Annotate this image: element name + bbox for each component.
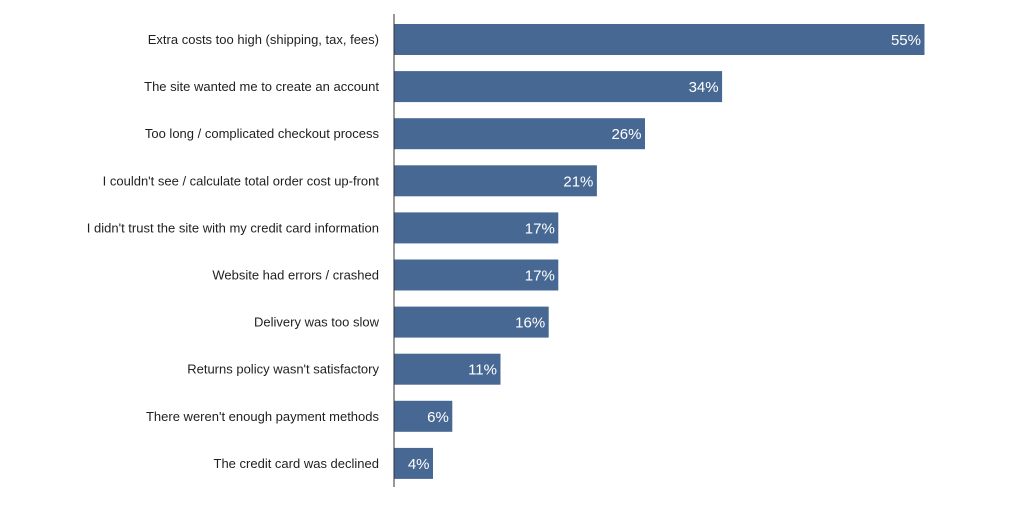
value-label: 11% <box>468 362 497 379</box>
category-label: The site wanted me to create an account <box>144 79 379 94</box>
category-label: I didn't trust the site with my credit c… <box>87 220 379 235</box>
bars-group <box>394 24 925 479</box>
value-label: 17% <box>525 220 555 237</box>
value-label: 17% <box>525 268 555 285</box>
bar <box>394 212 559 244</box>
category-label: Too long / complicated checkout process <box>145 126 380 141</box>
category-label: There weren't enough payment methods <box>146 409 380 424</box>
bar <box>394 306 549 338</box>
bar <box>394 259 559 291</box>
bar <box>394 165 597 197</box>
value-label: 34% <box>689 79 719 96</box>
value-labels-group: 55% 34% 26% 21% 17% 17% 16% 11% 6% 4% <box>408 32 921 473</box>
bar <box>394 447 433 479</box>
value-label: 4% <box>408 456 430 473</box>
category-label: Website had errors / crashed <box>212 268 379 283</box>
category-labels-group: Extra costs too high (shipping, tax, fee… <box>87 32 380 471</box>
category-label: Returns policy wasn't satisfactory <box>187 362 379 377</box>
bar <box>394 400 453 432</box>
bar <box>394 24 925 55</box>
category-label: I couldn't see / calculate total order c… <box>103 173 380 188</box>
value-label: 26% <box>611 126 641 143</box>
category-label: The credit card was declined <box>214 456 379 471</box>
bar <box>394 118 645 150</box>
value-label: 21% <box>563 173 593 190</box>
category-label: Delivery was too slow <box>254 315 380 330</box>
value-label: 6% <box>427 409 449 426</box>
bar <box>394 353 501 385</box>
value-label: 16% <box>515 315 545 332</box>
category-label: Extra costs too high (shipping, tax, fee… <box>148 32 379 47</box>
bar <box>394 71 723 103</box>
value-label: 55% <box>891 32 921 49</box>
